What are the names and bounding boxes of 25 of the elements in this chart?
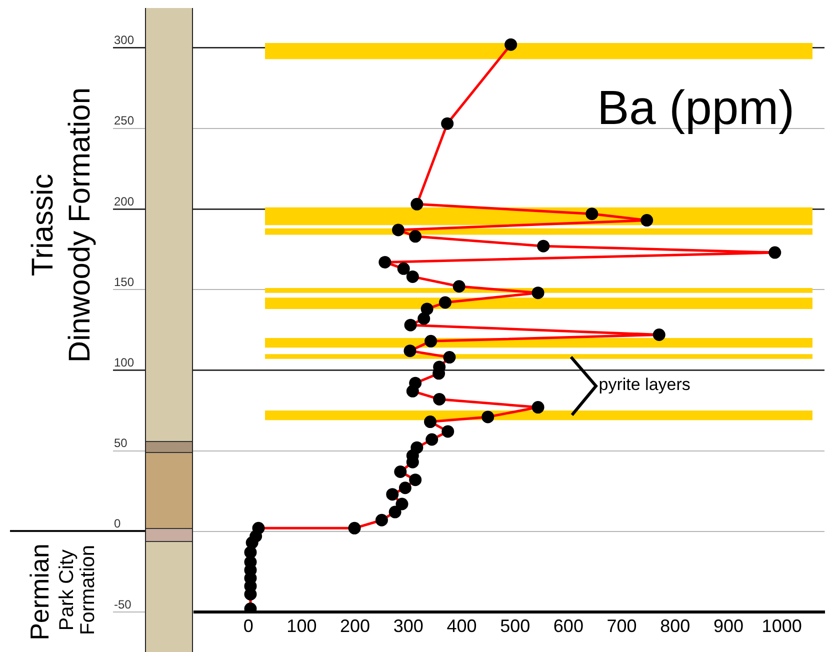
y-tick-label: 250 [114, 114, 134, 128]
x-tick-label: 600 [553, 616, 584, 636]
x-tick-label: 100 [286, 616, 317, 636]
x-tick-label: 900 [713, 616, 744, 636]
y-tick-label: -50 [114, 597, 132, 612]
x-tick-label: 300 [393, 616, 424, 636]
text: Dinwoody Formation [63, 87, 96, 363]
x-tick-label: 800 [660, 616, 690, 636]
text: Permian [24, 544, 54, 640]
y-tick-label: 150 [114, 274, 134, 289]
y-tick-label: 200 [114, 194, 134, 208]
x-tick-label: 200 [340, 616, 370, 636]
text: Ba (ppm) [597, 82, 794, 135]
y-tick-label: 100 [114, 356, 134, 370]
y-tick-label: 0 [114, 516, 121, 531]
x-tick-label: 500 [500, 616, 530, 636]
y-tick-label: 50 [114, 436, 128, 450]
x-tick-label: 700 [606, 616, 637, 636]
y-tick-label: 300 [114, 33, 134, 48]
annotation: pyrite layers [598, 375, 690, 396]
x-tick-label: 1000 [762, 616, 802, 636]
x-tick-label: 400 [446, 616, 477, 636]
text: Park City Formation [56, 544, 99, 638]
x-tick-label: 0 [243, 616, 254, 636]
text: Triassic [26, 174, 60, 276]
